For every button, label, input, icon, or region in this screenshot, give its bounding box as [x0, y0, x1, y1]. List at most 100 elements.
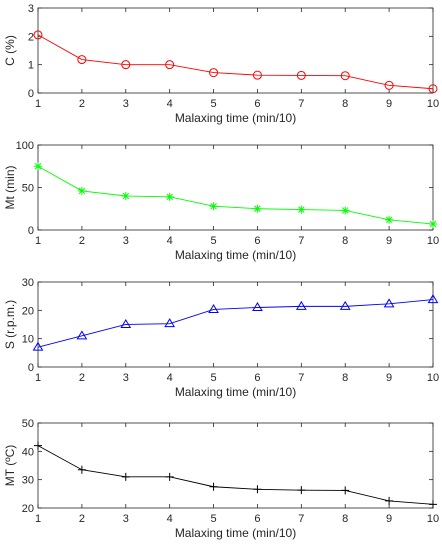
- x-tick-label: 5: [210, 372, 216, 384]
- x-tick-label: 9: [386, 513, 392, 525]
- data-point: [34, 162, 42, 171]
- y-tick-label: 20: [22, 305, 34, 317]
- data-point: [339, 300, 351, 310]
- data-point: [165, 60, 175, 70]
- x-tick-label: 10: [427, 372, 439, 384]
- y-axis-label: MT (ºC): [3, 445, 17, 486]
- x-tick-label: 4: [167, 235, 173, 247]
- x-tick-label: 1: [35, 513, 41, 525]
- x-tick-label: 3: [123, 235, 129, 247]
- data-point: [208, 304, 219, 313]
- data-point: [252, 70, 262, 80]
- x-tick-label: 10: [427, 235, 439, 247]
- x-tick-label: 7: [298, 235, 304, 247]
- data-point: [384, 80, 394, 90]
- data-point: [164, 318, 176, 328]
- y-axis-label: C (%): [3, 35, 17, 66]
- x-tick-label: 7: [298, 372, 304, 384]
- data-point: [34, 441, 42, 450]
- data-point: [385, 215, 394, 224]
- x-tick-label: 2: [79, 98, 85, 110]
- x-tick-label: 8: [342, 372, 348, 384]
- data-point: [383, 298, 395, 308]
- subplot-3: 1 2 3 4 5 6 7 8 9 10 0 10 20 30 Malaxing time (min/10)…: [3, 277, 439, 399]
- y-tick-label: 30: [22, 475, 34, 487]
- data-point: [385, 496, 394, 505]
- data-point: [297, 205, 306, 214]
- y-tick-label: 20: [22, 503, 34, 515]
- x-tick-label: 2: [79, 372, 85, 384]
- data-point: [296, 70, 306, 80]
- y-tick-label: 0: [28, 225, 34, 237]
- data-point: [33, 30, 43, 40]
- y-tick-label: 30: [22, 277, 34, 289]
- x-tick-label: 6: [254, 98, 260, 110]
- x-tick-label: 6: [254, 235, 260, 247]
- data-point: [340, 71, 350, 81]
- y-tick-label: 3: [28, 3, 34, 15]
- data-point: [76, 330, 88, 340]
- series-line: [37, 299, 434, 348]
- x-tick-label: 6: [254, 513, 260, 525]
- y-tick-label: 1: [28, 60, 34, 72]
- data-point: [252, 302, 263, 311]
- data-point: [77, 55, 87, 65]
- y-tick-label: 40: [22, 446, 34, 458]
- x-axis-label: Malaxing time (min/10): [175, 385, 296, 399]
- data-point: [253, 204, 262, 213]
- data-point: [209, 202, 218, 211]
- data-point: [429, 220, 437, 229]
- x-tick-label: 3: [123, 513, 129, 525]
- data-point: [295, 300, 307, 310]
- data-point: [341, 206, 350, 215]
- y-axis-label: S (r.p.m.): [3, 300, 17, 349]
- y-tick-label: 0: [28, 88, 34, 100]
- data-point: [297, 486, 306, 495]
- series-line: [37, 445, 434, 505]
- x-axis-label: Malaxing time (min/10): [175, 526, 296, 540]
- x-tick-label: 7: [298, 98, 304, 110]
- data-point: [209, 482, 218, 491]
- data-point: [341, 486, 350, 495]
- data-point: [121, 472, 130, 481]
- x-tick-label: 9: [386, 98, 392, 110]
- x-tick-label: 3: [123, 372, 129, 384]
- y-tick-label: 50: [22, 418, 34, 430]
- subplot-4: 1 2 3 4 5 6 7 8 9 10 20 30 40 50 Malaxing time (min/10…: [3, 418, 439, 540]
- x-tick-label: 10: [427, 98, 439, 110]
- x-axis-label: Malaxing time (min/10): [175, 248, 296, 262]
- x-axis-label: Malaxing time (min/10): [175, 111, 296, 125]
- x-tick-label: 5: [210, 235, 216, 247]
- y-tick-label: 50: [22, 183, 34, 195]
- x-tick-label: 4: [167, 513, 173, 525]
- x-tick-label: 3: [123, 98, 129, 110]
- x-tick-label: 2: [79, 235, 85, 247]
- data-point: [209, 68, 219, 78]
- data-point: [429, 500, 437, 509]
- series-line: [37, 165, 434, 225]
- plot-area: [37, 422, 434, 509]
- x-tick-label: 4: [167, 372, 173, 384]
- x-tick-label: 1: [35, 235, 41, 247]
- data-point: [165, 472, 174, 481]
- x-tick-label: 4: [167, 98, 173, 110]
- y-tick-label: 100: [16, 140, 34, 152]
- data-point: [77, 465, 86, 474]
- data-point: [427, 294, 439, 304]
- plot-area: [37, 7, 434, 94]
- plot-area: [37, 144, 434, 231]
- data-point: [121, 192, 130, 200]
- x-tick-label: 1: [35, 372, 41, 384]
- data-point: [32, 341, 44, 351]
- data-point: [120, 319, 132, 328]
- x-tick-label: 6: [254, 372, 260, 384]
- x-tick-label: 5: [210, 513, 216, 525]
- data-point: [121, 60, 131, 70]
- x-tick-label: 7: [298, 513, 304, 525]
- y-tick-label: 2: [28, 31, 34, 43]
- y-tick-label: 0: [28, 362, 34, 374]
- x-tick-label: 10: [427, 513, 439, 525]
